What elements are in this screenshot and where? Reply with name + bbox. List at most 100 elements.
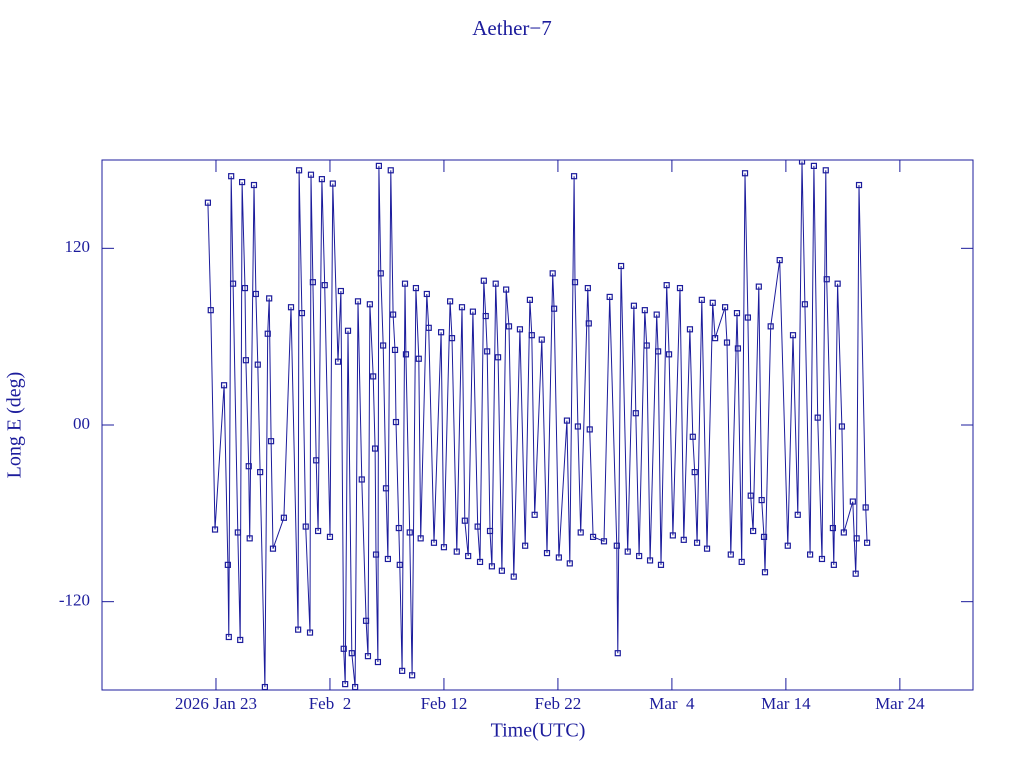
data-point (727, 551, 734, 558)
data-point (211, 526, 219, 533)
data-point (344, 327, 352, 334)
data-point (392, 418, 400, 426)
data-point (469, 308, 477, 315)
data-point (250, 181, 258, 189)
data-point (853, 535, 860, 542)
data-point (302, 523, 309, 530)
data-point (453, 548, 460, 555)
data-point (417, 535, 424, 542)
data-point (632, 410, 639, 417)
data-point (352, 683, 359, 690)
data-point (750, 527, 757, 535)
data-point (415, 355, 422, 362)
data-point (776, 257, 783, 264)
x-axis-title: Time(UTC) (491, 720, 586, 742)
data-point (486, 527, 494, 535)
data-point (789, 332, 797, 339)
data-point (526, 296, 534, 303)
data-point (676, 284, 684, 292)
data-point (465, 552, 472, 560)
data-point (505, 323, 513, 330)
data-point (225, 633, 232, 641)
data-point (314, 527, 322, 535)
data-point (721, 304, 729, 311)
data-point (321, 282, 328, 289)
plot-area (204, 160, 871, 690)
data-point (267, 438, 275, 445)
data-point (309, 279, 316, 286)
data-point (614, 650, 621, 657)
y-tick-label: -120 (59, 591, 90, 610)
data-point (399, 667, 406, 674)
data-point (641, 307, 648, 314)
data-point (510, 573, 517, 580)
data-point (228, 173, 235, 180)
data-point (761, 569, 769, 576)
data-point (488, 563, 496, 570)
data-point (574, 423, 581, 430)
data-point (503, 286, 510, 293)
x-tick-label: Mar 14 (761, 694, 811, 713)
data-point (401, 280, 409, 287)
x-tick-label: Feb 22 (535, 694, 582, 713)
data-point (295, 167, 303, 174)
data-point (384, 555, 392, 563)
data-point (589, 533, 597, 540)
data-point (689, 433, 696, 440)
data-point (387, 167, 394, 174)
data-point (838, 423, 846, 430)
data-point (801, 301, 808, 308)
data-point (480, 277, 487, 284)
data-point (563, 417, 571, 424)
data-point (703, 545, 711, 552)
data-point (239, 178, 246, 186)
data-point (571, 279, 579, 286)
data-point (298, 310, 306, 317)
data-point (430, 539, 438, 546)
data-point (855, 181, 863, 189)
data-point (326, 533, 334, 540)
data-point (364, 653, 372, 660)
data-point (834, 280, 841, 287)
data-point (287, 304, 295, 311)
data-point (570, 173, 578, 180)
data-point (402, 351, 410, 358)
data-point (425, 324, 432, 331)
data-point (242, 357, 250, 364)
data-point (295, 626, 302, 633)
data-point (830, 561, 837, 568)
data-point (823, 276, 830, 283)
data-point (329, 180, 336, 187)
data-point (566, 560, 573, 567)
data-point (698, 296, 705, 303)
data-point (528, 332, 535, 339)
data-point (375, 162, 382, 169)
data-point (617, 262, 625, 270)
data-point (245, 463, 252, 470)
data-point (810, 162, 818, 169)
data-point (220, 382, 228, 389)
data-point (207, 307, 214, 314)
data-point (476, 558, 484, 566)
x-tick-label: Feb 2 (309, 694, 352, 713)
data-point (741, 170, 749, 177)
data-point (374, 658, 382, 666)
data-point (760, 533, 768, 540)
data-point (234, 529, 241, 536)
data-point (680, 536, 687, 543)
data-point (840, 529, 847, 536)
data-point (358, 476, 365, 483)
data-point (266, 295, 273, 302)
data-point (362, 617, 370, 624)
data-point (348, 650, 355, 657)
data-point (767, 323, 774, 330)
x-tick-label: Feb 12 (421, 694, 468, 713)
data-point (498, 567, 505, 574)
data-point (555, 554, 562, 561)
data-point (549, 270, 556, 277)
data-point (822, 167, 829, 174)
data-point (758, 496, 765, 504)
data-point (784, 542, 791, 549)
data-point (543, 549, 551, 557)
data-point (264, 330, 271, 337)
